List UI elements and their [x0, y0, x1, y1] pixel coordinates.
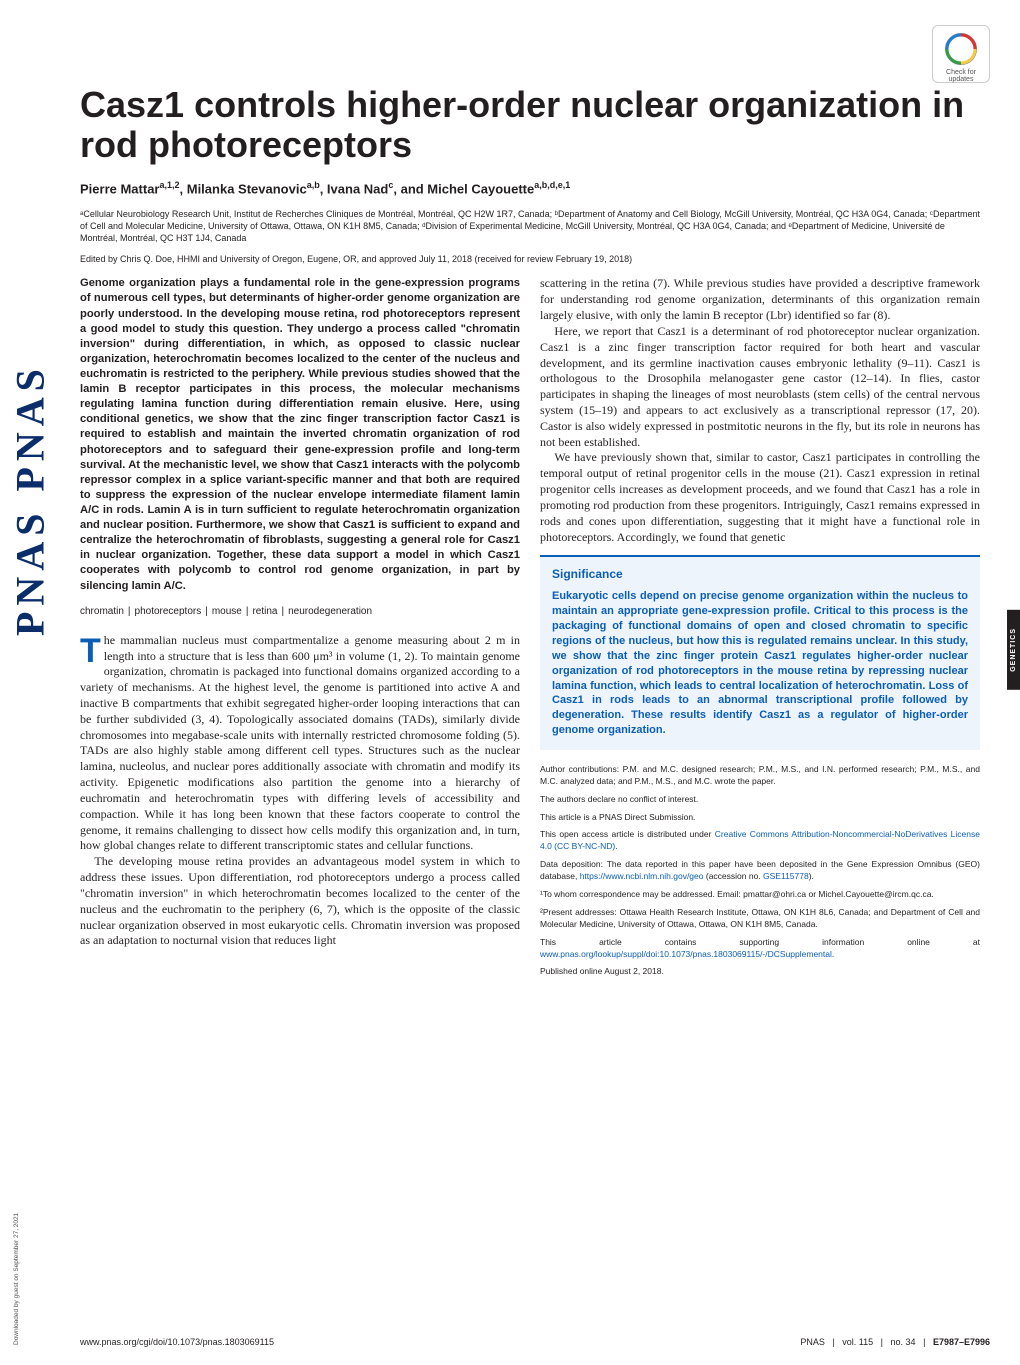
open-access-post: . — [615, 841, 617, 851]
footer-vol: vol. 115 — [842, 1337, 873, 1347]
body-text-left: The mammalian nucleus must compartmental… — [80, 633, 520, 950]
correspondence: ¹To whom correspondence may be addressed… — [540, 889, 980, 901]
accession-link[interactable]: GSE115778 — [763, 871, 809, 881]
body-text-right: scattering in the retina (7). While prev… — [540, 276, 980, 545]
footer-journal: PNAS — [800, 1337, 825, 1347]
body-p5: We have previously shown that, similar t… — [540, 450, 980, 545]
right-column: scattering in the retina (7). While prev… — [540, 276, 980, 984]
section-tab-genetics: GENETICS — [1007, 610, 1020, 690]
download-note: Downloaded by guest on September 27, 202… — [13, 1145, 20, 1345]
footer-citation: PNAS | vol. 115 | no. 34 | E7987–E7996 — [800, 1337, 990, 1347]
supp-post: . — [832, 949, 834, 959]
author-list: Pierre Mattara,1,2, Milanka Stevanovica,… — [80, 180, 980, 196]
significance-box: Significance Eukaryotic cells depend on … — [540, 555, 980, 749]
article-title: Casz1 controls higher-order nuclear orga… — [80, 85, 980, 166]
body-p2: The developing mouse retina provides an … — [80, 854, 520, 949]
supplemental-link[interactable]: www.pnas.org/lookup/suppl/doi:10.1073/pn… — [540, 949, 832, 959]
abstract: Genome organization plays a fundamental … — [80, 276, 520, 593]
body-p3: scattering in the retina (7). While prev… — [540, 276, 980, 323]
open-access-pre: This open access article is distributed … — [540, 829, 715, 839]
pnas-sidebar-logo: PNAS PNAS — [5, 200, 55, 800]
page-footer: www.pnas.org/cgi/doi/10.1073/pnas.180306… — [80, 1337, 990, 1347]
author-contributions: Author contributions: P.M. and M.C. desi… — [540, 764, 980, 788]
geo-link[interactable]: https://www.ncbi.nlm.nih.gov/geo — [580, 871, 704, 881]
direct-submission: This article is a PNAS Direct Submission… — [540, 812, 980, 824]
footer-doi: www.pnas.org/cgi/doi/10.1073/pnas.180306… — [80, 1337, 274, 1347]
significance-heading: Significance — [552, 567, 968, 581]
body-p1: he mammalian nucleus must compartmentali… — [80, 633, 520, 853]
supp-pre: This article contains supporting informa… — [540, 937, 980, 947]
keywords: chromatin|photoreceptors|mouse|retina|ne… — [80, 606, 520, 617]
significance-text: Eukaryotic cells depend on precise genom… — [552, 589, 968, 737]
body-p4: Here, we report that Casz1 is a determin… — [540, 324, 980, 451]
footer-issue: no. 34 — [891, 1337, 916, 1347]
footer-pages: E7987–E7996 — [933, 1337, 990, 1347]
affiliations: ᵃCellular Neurobiology Research Unit, In… — [80, 208, 980, 244]
data-dep-mid: (accession no. — [704, 871, 764, 881]
edited-by: Edited by Chris Q. Doe, HHMI and Univers… — [80, 254, 980, 264]
conflict-of-interest: The authors declare no conflict of inter… — [540, 794, 980, 806]
data-dep-post: ). — [809, 871, 814, 881]
supporting-info: This article contains supporting informa… — [540, 937, 980, 961]
article-page: Casz1 controls higher-order nuclear orga… — [60, 0, 1000, 1004]
data-deposition: Data deposition: The data reported in th… — [540, 859, 980, 883]
open-access-note: This open access article is distributed … — [540, 829, 980, 853]
published-online: Published online August 2, 2018. — [540, 966, 980, 978]
left-column: Genome organization plays a fundamental … — [80, 276, 520, 984]
present-address: ²Present addresses: Ottawa Health Resear… — [540, 907, 980, 931]
dropcap-t: T — [80, 633, 104, 666]
footnotes: Author contributions: P.M. and M.C. desi… — [540, 764, 980, 978]
